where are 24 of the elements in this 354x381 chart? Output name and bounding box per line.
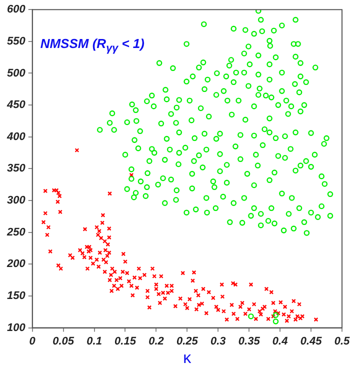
y-tick-label: 450 (6, 99, 26, 112)
x-tick-label: 0.4 (272, 335, 288, 348)
y-tick-label: 150 (6, 290, 26, 302)
x-axis-title: κ (183, 350, 192, 368)
x-tick-label: 0.1 (86, 335, 102, 348)
x-tick-label: 0.45 (300, 335, 323, 348)
y-tick-label: 200 (6, 258, 26, 270)
y-tick-label: 400 (6, 130, 26, 143)
text: NMSSM (R$_{γγ}$ < 1) (40, 36, 144, 54)
y-tick-label: 550 (6, 35, 26, 48)
y-tick-label: 350 (6, 162, 26, 175)
y-tick-label: 250 (6, 226, 26, 238)
x-tick-label: 0.5 (334, 335, 351, 348)
x-tick-label: 0.35 (238, 335, 261, 348)
x-tick-label: 0.05 (52, 335, 75, 348)
x-tick-label: 0.15 (114, 335, 137, 348)
y-tick-label: 300 (6, 194, 26, 207)
x-tick-label: 0.2 (148, 335, 164, 348)
y-tick-label: 100 (6, 322, 26, 334)
x-tick-label: 0 (29, 335, 36, 348)
y-tick-label: 600 (6, 4, 26, 16)
x-tick-label: 0.25 (176, 335, 199, 348)
x-tick-label: 0.3 (210, 335, 226, 348)
y-tick-label: 500 (6, 67, 26, 80)
